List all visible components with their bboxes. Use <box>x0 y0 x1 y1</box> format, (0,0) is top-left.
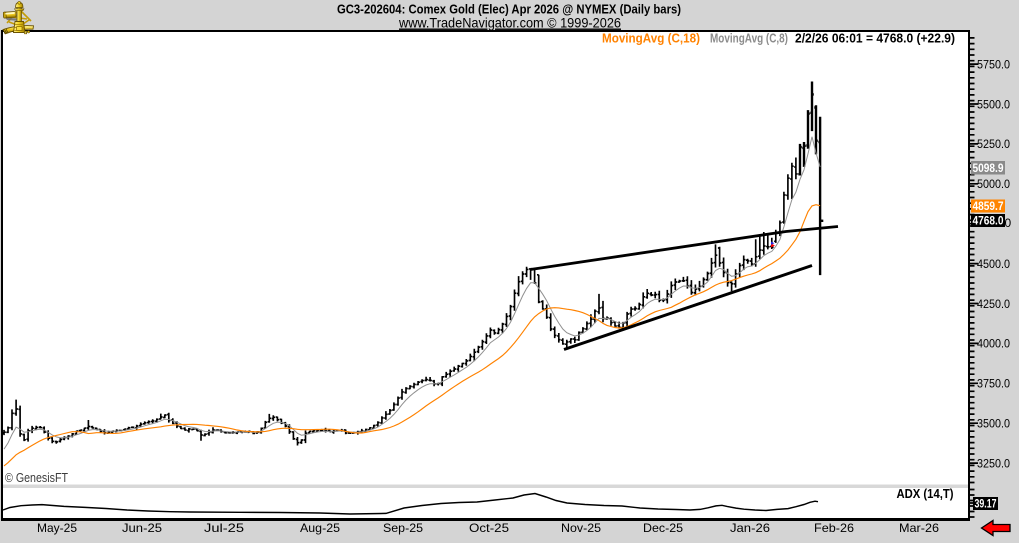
svg-text:4000.0: 4000.0 <box>977 337 1010 351</box>
svg-text:Jan-26: Jan-26 <box>730 521 770 535</box>
svg-text:5250.0: 5250.0 <box>977 137 1010 151</box>
svg-text:MovingAvg (C,8): MovingAvg (C,8) <box>710 32 788 46</box>
svg-text:GC3-202604: Comex Gold (Elec): GC3-202604: Comex Gold (Elec) Apr 2026 @… <box>337 3 681 17</box>
svg-text:3250.0: 3250.0 <box>977 456 1010 470</box>
svg-text:4768.0: 4768.0 <box>973 214 1004 228</box>
svg-text:Feb-26: Feb-26 <box>814 521 854 535</box>
svg-text:0: 0 <box>1005 216 1012 230</box>
svg-text:Jun-25: Jun-25 <box>122 521 162 535</box>
svg-text:Mar-26: Mar-26 <box>899 521 939 535</box>
svg-text:5750.0: 5750.0 <box>977 57 1010 71</box>
svg-text:5000.0: 5000.0 <box>977 177 1010 191</box>
svg-text:Aug-25: Aug-25 <box>300 521 340 535</box>
svg-text:MovingAvg (C,18): MovingAvg (C,18) <box>602 32 700 46</box>
svg-text:Dec-25: Dec-25 <box>643 521 683 535</box>
svg-text:2/2/26 06:01 = 4768.0 (+22.9): 2/2/26 06:01 = 4768.0 (+22.9) <box>795 32 955 46</box>
svg-text:Oct-25: Oct-25 <box>469 521 509 535</box>
svg-text:www.TradeNavigator.com © 1999-: www.TradeNavigator.com © 1999-2026 <box>398 15 621 31</box>
svg-text:4250.0: 4250.0 <box>977 297 1010 311</box>
svg-text:5098.9: 5098.9 <box>973 161 1004 175</box>
svg-text:© GenesisFT: © GenesisFT <box>5 470 68 485</box>
svg-text:3750.0: 3750.0 <box>977 377 1010 391</box>
svg-text:Jul-25: Jul-25 <box>204 521 244 535</box>
svg-text:39.17: 39.17 <box>975 497 997 511</box>
svg-text:3500.0: 3500.0 <box>977 417 1010 431</box>
svg-text:ADX (14,T): ADX (14,T) <box>897 487 954 501</box>
svg-text:4859.7: 4859.7 <box>973 199 1004 213</box>
svg-text:Nov-25: Nov-25 <box>561 521 601 535</box>
svg-text:5500.0: 5500.0 <box>977 97 1010 111</box>
svg-text:May-25: May-25 <box>37 521 77 535</box>
svg-text:4500.0: 4500.0 <box>977 257 1010 271</box>
svg-text:Sep-25: Sep-25 <box>383 521 423 535</box>
